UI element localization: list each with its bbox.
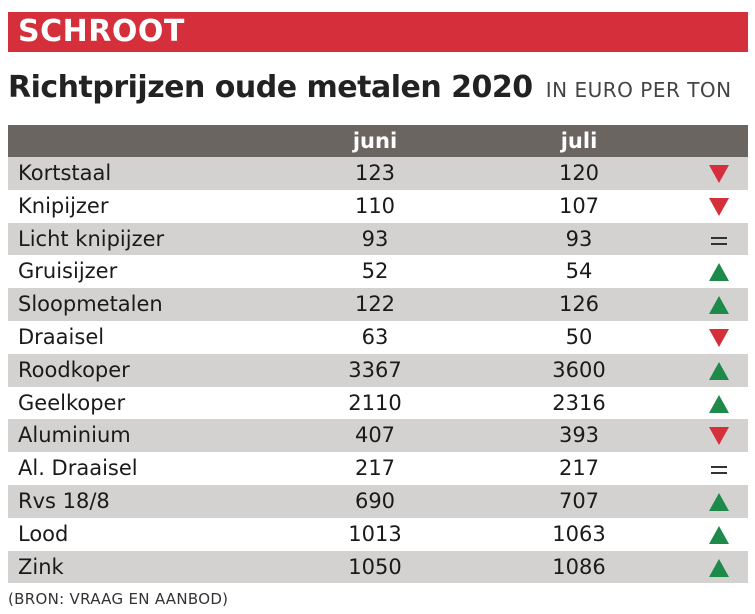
metal-name: Zink [18,554,64,579]
price-juni: 93 [361,226,389,251]
price-juli: 93 [565,226,593,251]
price-juni: 2110 [348,390,402,415]
trend-down-icon [709,165,729,183]
price-table: juni juli Kortstaal 123 120 Knipijzer 110 107… [8,125,748,584]
table-row: Geelkoper 2110 2316 [8,387,748,420]
price-juli: 120 [558,161,600,185]
trend-down-icon [709,197,729,216]
metal-name: Al. Draaisel [18,456,138,481]
table-row: Roodkoper 3367 3600 [8,353,748,387]
trend-down-icon [709,427,729,446]
price-juli: 107 [558,193,600,218]
price-juli: 1063 [552,521,606,546]
price-juli: 393 [558,423,600,448]
price-juli: 707 [558,488,600,513]
unit-label: IN EURO PER TON [545,78,732,102]
price-juni: 122 [354,292,396,317]
chart-title: Richtprijzen oude metalen 2020 [8,70,533,105]
metal-name: Aluminium [18,423,131,448]
metal-name: Kortstaal [18,161,112,185]
price-juni: 3367 [348,357,402,382]
trend-up-icon [709,263,729,282]
trend-down-icon [709,328,729,347]
trend-up-icon [709,361,729,380]
price-juli: 3600 [552,357,606,382]
price-juni: 123 [354,161,396,185]
table-row: Al. Draaisel 217 217 [8,452,748,485]
table-row: Licht knipijzer 93 93 [8,222,748,256]
table-row: Draaisel 63 50 [8,321,748,354]
price-juni: 63 [361,324,389,349]
table-row: Kortstaal 123 120 [8,157,748,190]
header-juli: juli [560,129,598,153]
trend-up-icon [709,492,729,511]
metal-name: Sloopmetalen [18,292,163,317]
header-juni: juni [352,129,398,153]
table-row: Gruisijzer 52 54 [8,255,748,288]
metal-name: Geelkoper [18,390,126,415]
trend-equal-icon [711,466,727,475]
table-row: Rvs 18/8 690 707 [8,484,748,518]
source-note: (BRON: VRAAG EN AANBOD) [8,590,229,608]
metal-name: Rvs 18/8 [18,488,110,513]
metal-name: Gruisijzer [18,259,118,284]
price-juli: 1086 [552,554,606,579]
price-juli: 126 [558,292,600,317]
table-row: Knipijzer 110 107 [8,190,748,223]
price-juni: 52 [361,259,389,284]
price-juni: 1013 [348,521,402,546]
price-juli: 217 [558,456,600,481]
section-banner-label: SCHROOT [18,14,185,49]
trend-up-icon [709,394,729,413]
metal-name: Draaisel [18,324,105,349]
price-juli: 54 [565,259,593,284]
trend-equal-icon [711,236,727,245]
price-juni: 1050 [348,554,402,579]
table-row: Sloopmetalen 122 126 [8,288,748,321]
table-row: Lood 1013 1063 [8,518,748,551]
price-juli: 2316 [552,390,606,415]
table-body: Kortstaal 123 120 Knipijzer 110 107 Licht knip… [8,157,748,584]
metal-name: Lood [18,521,69,546]
table-row: Aluminium 407 393 [8,419,748,453]
price-juni: 110 [354,193,396,218]
metal-name: Knipijzer [18,193,109,218]
metal-name: Licht knipijzer [18,226,165,251]
section-banner: SCHROOT [8,12,748,52]
price-juli: 50 [565,324,593,349]
table-header: juni juli [8,125,748,157]
trend-up-icon [709,296,729,315]
trend-up-icon [709,558,729,577]
price-juni: 217 [354,456,396,481]
table-row: Zink 1050 1086 [8,550,748,584]
price-juni: 690 [354,488,396,513]
metal-name: Roodkoper [18,357,130,382]
trend-up-icon [709,525,729,544]
price-juni: 407 [354,423,396,448]
title-row: Richtprijzen oude metalen 2020 IN EURO P… [8,70,732,105]
